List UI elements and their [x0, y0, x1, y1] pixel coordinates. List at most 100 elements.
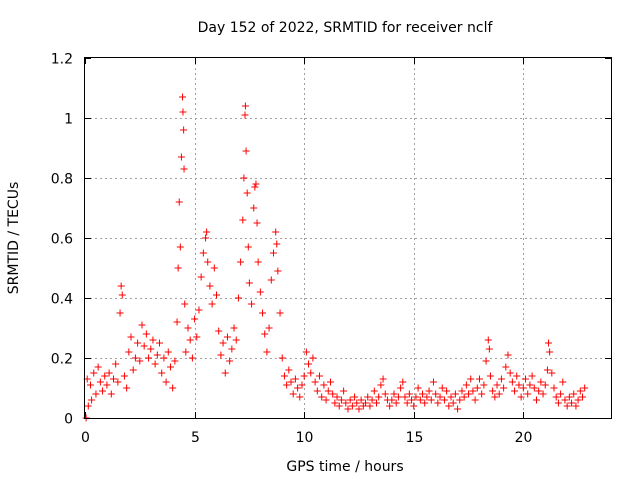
data-point: [280, 372, 288, 380]
data-point: [403, 399, 411, 407]
data-point: [368, 396, 376, 404]
y-tick-label: 1.2: [51, 52, 73, 68]
data-point: [473, 384, 481, 392]
data-point: [180, 126, 188, 134]
x-tick-label: 0: [81, 430, 90, 446]
data-point: [240, 174, 248, 182]
data-point: [298, 381, 306, 389]
data-point: [543, 366, 551, 374]
y-tick-label: 1: [64, 112, 73, 128]
data-point: [181, 300, 189, 308]
data-point: [173, 318, 181, 326]
data-point: [522, 375, 530, 383]
data-point: [552, 393, 560, 401]
data-point: [388, 396, 396, 404]
data-point: [193, 333, 201, 341]
data-point: [545, 339, 553, 347]
data-point: [90, 369, 98, 377]
data-point: [253, 219, 261, 227]
data-point: [524, 390, 532, 398]
data-point: [309, 354, 317, 362]
data-point: [289, 390, 297, 398]
y-tick-label: 0.6: [51, 232, 73, 248]
data-point: [416, 396, 424, 404]
data-point: [576, 387, 584, 395]
data-point: [92, 390, 100, 398]
data-point: [480, 381, 488, 389]
data-point: [86, 381, 94, 389]
data-point: [142, 330, 150, 338]
data-point: [118, 291, 126, 299]
data-point: [123, 384, 131, 392]
data-point: [259, 309, 267, 317]
data-point: [412, 393, 420, 401]
data-point: [267, 276, 275, 284]
data-point: [241, 102, 249, 110]
data-point: [153, 351, 161, 359]
data-point: [226, 357, 234, 365]
data-point: [176, 243, 184, 251]
data-point: [500, 384, 508, 392]
data-point: [114, 378, 122, 386]
data-point: [221, 369, 229, 377]
data-point: [252, 180, 260, 188]
data-point: [256, 288, 264, 296]
data-point: [177, 153, 185, 161]
data-point: [324, 387, 332, 395]
data-point: [491, 393, 499, 401]
data-point: [251, 183, 259, 191]
data-point: [495, 390, 503, 398]
data-point: [84, 402, 92, 410]
ticks: 0 0.2 0.4 0.6 0.8 1 1.2 0 5 10 15 20: [51, 52, 611, 446]
data-point: [366, 402, 374, 410]
data-point: [237, 258, 245, 266]
data-point: [125, 348, 133, 356]
data-point: [164, 348, 172, 356]
data-point: [375, 393, 383, 401]
data-point: [307, 369, 315, 377]
data-point: [116, 309, 124, 317]
data-point: [263, 348, 271, 356]
plot-frame: [84, 57, 612, 419]
data-point: [493, 381, 501, 389]
data-point: [528, 372, 536, 380]
data-point: [276, 309, 284, 317]
data-point: [548, 369, 556, 377]
y-axis-label: SRMTID / TECUs: [6, 182, 22, 295]
data-point: [151, 360, 159, 368]
data-point: [158, 369, 166, 377]
data-point: [478, 390, 486, 398]
data-point: [243, 189, 251, 197]
data-point: [519, 384, 527, 392]
data-point: [206, 282, 214, 290]
data-point: [203, 228, 211, 236]
data-point: [171, 357, 179, 365]
data-point: [486, 372, 494, 380]
data-point: [186, 336, 194, 344]
data-point: [485, 345, 493, 353]
data-point: [318, 393, 326, 401]
data-point: [175, 198, 183, 206]
y-tick-label: 0.4: [51, 292, 73, 308]
data-point: [160, 354, 168, 362]
data-point: [550, 384, 558, 392]
data-point: [296, 393, 304, 401]
data-point: [305, 360, 313, 368]
data-point: [184, 324, 192, 332]
data-point: [265, 324, 273, 332]
data-point: [377, 381, 385, 389]
data-point: [117, 282, 125, 290]
data-point: [204, 258, 212, 266]
data-point: [568, 399, 576, 407]
data-point: [392, 399, 400, 407]
data-point: [427, 396, 435, 404]
data-point: [451, 390, 459, 398]
data-point: [191, 315, 199, 323]
data-point: [107, 390, 115, 398]
data-point: [559, 378, 567, 386]
data-points: [82, 93, 589, 422]
data-point: [215, 327, 223, 335]
data-point: [202, 234, 210, 242]
data-point: [539, 390, 547, 398]
